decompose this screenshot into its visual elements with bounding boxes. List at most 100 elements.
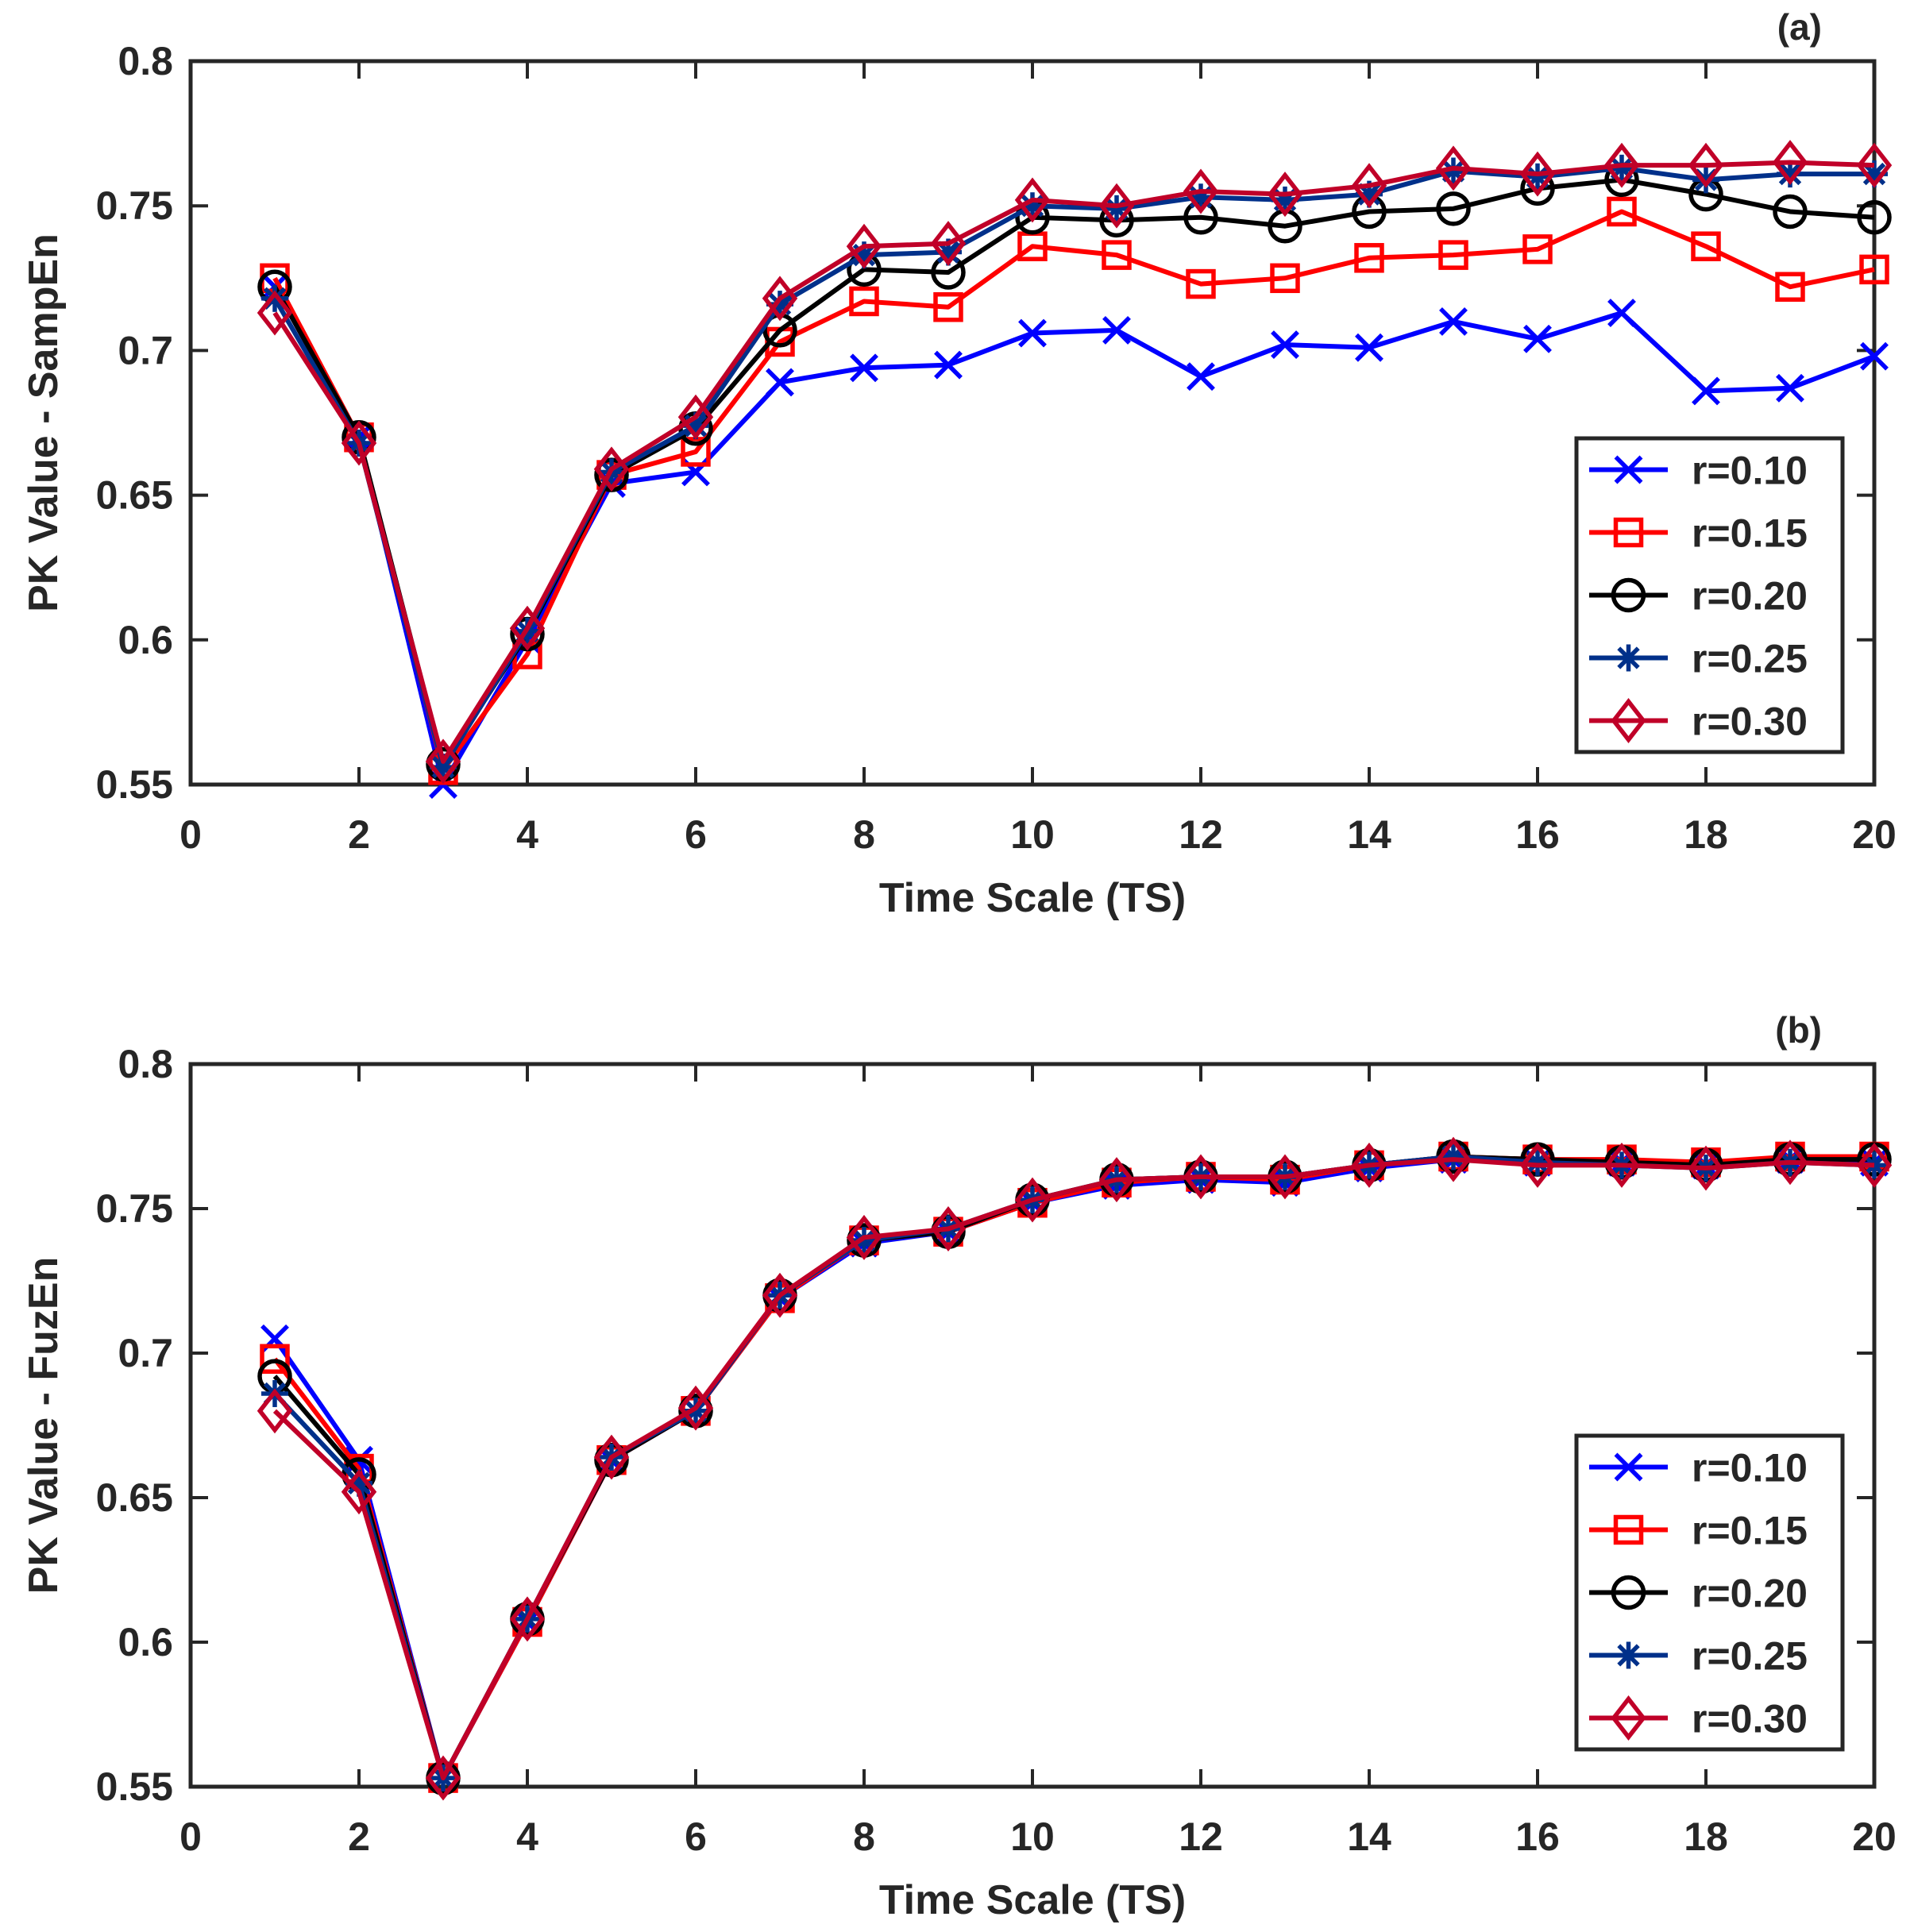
chart-b-data-point <box>257 1388 293 1434</box>
chart-b-data-point <box>1603 1142 1640 1188</box>
chart-a-data-point <box>509 605 546 651</box>
chart-a-data-point <box>1183 168 1219 214</box>
chart-a-data-point <box>849 286 879 317</box>
chart-a-data-point <box>1523 324 1552 353</box>
chart-b-xtick-label: 0 <box>179 1814 202 1859</box>
chart-a-data-point <box>1603 142 1640 188</box>
chart-a-xtick-label: 14 <box>1347 812 1391 857</box>
chart-b-xtick-label: 6 <box>685 1814 707 1859</box>
chart-a-legend-marker <box>1613 517 1644 548</box>
chart-b-legend-entry: r=0.10 <box>1692 1446 1808 1490</box>
chart-b-data-point <box>260 1344 290 1375</box>
chart-a-data-point <box>1772 140 1808 186</box>
chart-panel-b: 0 2 4 6 8 10 12 14 16 18 20 0.55 0.6 0.65 0.7 0.75 0.8 Ti… <box>21 1009 1897 1923</box>
chart-b-legend-entry: r=0.25 <box>1692 1634 1808 1679</box>
chart-a-xtick-label: 10 <box>1010 812 1055 857</box>
chart-b-legend-marker <box>1611 1575 1646 1610</box>
chart-a-data-point <box>1271 330 1299 360</box>
chart-a-data-point <box>846 223 882 269</box>
chart-a-data-point <box>1351 163 1387 209</box>
chart-b-xtick-label: 10 <box>1010 1814 1055 1859</box>
chart-a-data-point <box>762 276 798 322</box>
chart-a-data-point <box>1775 272 1805 302</box>
chart-b-xtick-label: 12 <box>1179 1814 1223 1859</box>
chart-panel-a: 0 2 4 6 8 10 12 14 16 18 20 0.55 0.6 0.65 0.7 0.75 0.8 Ti… <box>21 6 1897 921</box>
chart-a-xtick-label: 16 <box>1515 812 1560 857</box>
chart-b-legend-entry: r=0.15 <box>1692 1509 1808 1553</box>
chart-a-data-point <box>1267 172 1303 218</box>
chart-b-data-point <box>1351 1142 1387 1188</box>
chart-b-data-point <box>677 1385 714 1431</box>
chart-b-data-point <box>593 1434 630 1480</box>
chart-a-data-point <box>1187 362 1215 391</box>
chart-a-ytick-label: 0.75 <box>96 183 173 228</box>
chart-b-ytick-label: 0.65 <box>96 1475 173 1520</box>
chart-a-ytick-label: 0.8 <box>118 39 173 83</box>
chart-b-ytick-label: 0.7 <box>118 1331 173 1375</box>
chart-a-data-point <box>934 350 963 380</box>
chart-a-ylabel: PK Value - SampEn <box>21 233 67 612</box>
chart-b-xtick-label: 16 <box>1515 1814 1560 1859</box>
chart-a-xlabel: Time Scale (TS) <box>879 875 1186 921</box>
chart-a-data-point <box>1186 268 1216 299</box>
chart-b-legend-marker <box>1613 1514 1644 1545</box>
chart-b-data-point <box>1856 1142 1893 1188</box>
chart-a-data-point <box>677 394 714 440</box>
chart-a-data-point <box>1692 376 1720 406</box>
chart-a-legend-entry: r=0.20 <box>1692 574 1808 619</box>
chart-a-data-point <box>425 738 461 785</box>
chart-b-ytick-label: 0.55 <box>96 1764 173 1809</box>
chart-a-legend-marker <box>1611 698 1646 743</box>
chart-a-data-point <box>766 368 794 397</box>
chart-a-data-point <box>1438 240 1468 270</box>
chart-b-xtick-label: 14 <box>1347 1814 1391 1859</box>
chart-b-data-point <box>1014 1177 1051 1223</box>
chart-a-data-point <box>1688 142 1724 188</box>
chart-a-ytick-label: 0.55 <box>96 762 173 807</box>
chart-a-data-point <box>1857 200 1892 235</box>
chart-b-xtick-label: 2 <box>348 1814 370 1859</box>
chart-a-data-point <box>933 291 963 322</box>
chart-a-data-point <box>1607 299 1636 327</box>
chart-b-ytick-label: 0.8 <box>118 1042 173 1086</box>
chart-a-data-point <box>1691 231 1721 261</box>
chart-a-data-point <box>1860 341 1889 371</box>
chart-b-data-point <box>341 1469 377 1515</box>
chart-b-data-point <box>762 1272 798 1318</box>
chart-a-xtick-label: 2 <box>348 812 370 857</box>
chart-a-data-point <box>1776 373 1804 403</box>
chart-a-data-point <box>1859 254 1889 285</box>
chart-a-data-point <box>1014 177 1051 223</box>
chart-a-legend-entry: r=0.15 <box>1692 511 1808 556</box>
chart-a-xtick-label: 12 <box>1179 812 1223 857</box>
chart-b-legend-entry: r=0.20 <box>1692 1571 1808 1616</box>
chart-a-legend-entry: r=0.10 <box>1692 449 1808 493</box>
chart-a-xtick-label: 18 <box>1684 812 1728 857</box>
chart-a-series-r=0.30 <box>257 140 1893 785</box>
chart-a-data-point <box>1607 196 1637 227</box>
chart-b-legend: r=0.10 r=0.15 r=0.20 r=0.25 r=0.30 <box>1574 1433 1845 1752</box>
chart-a-data-point <box>1522 234 1553 264</box>
chart-b-data-point <box>1098 1157 1135 1203</box>
chart-a-legend-marker <box>1611 577 1646 613</box>
chart-a-data-point <box>1270 263 1300 294</box>
chart-b-xtick-label: 8 <box>853 1814 875 1859</box>
chart-a-data-point <box>341 420 377 466</box>
chart-a-xtick-label: 6 <box>685 812 707 857</box>
chart-b-data-point <box>1183 1154 1219 1200</box>
chart-b-ytick-label: 0.75 <box>96 1186 173 1231</box>
chart-a-xtick-label: 20 <box>1852 812 1897 857</box>
chart-b-data-point <box>1772 1140 1808 1186</box>
chart-a-data-point <box>1354 243 1384 273</box>
chart-a-legend-marker <box>1615 644 1642 672</box>
chart-a-series-line <box>272 285 1876 787</box>
chart-a-data-point <box>850 353 878 383</box>
chart-b-ytick-label: 0.6 <box>118 1620 173 1664</box>
chart-b-xtick-label: 4 <box>516 1814 538 1859</box>
chart-b-data-point <box>1267 1154 1303 1200</box>
chart-a-data-point <box>1436 191 1471 226</box>
chart-b-data-point <box>509 1596 546 1642</box>
chart-a-legend-entry: r=0.25 <box>1692 637 1808 681</box>
chart-a-data-point <box>1439 307 1468 336</box>
chart-b-ylabel: PK Value - FuzEn <box>21 1257 67 1595</box>
